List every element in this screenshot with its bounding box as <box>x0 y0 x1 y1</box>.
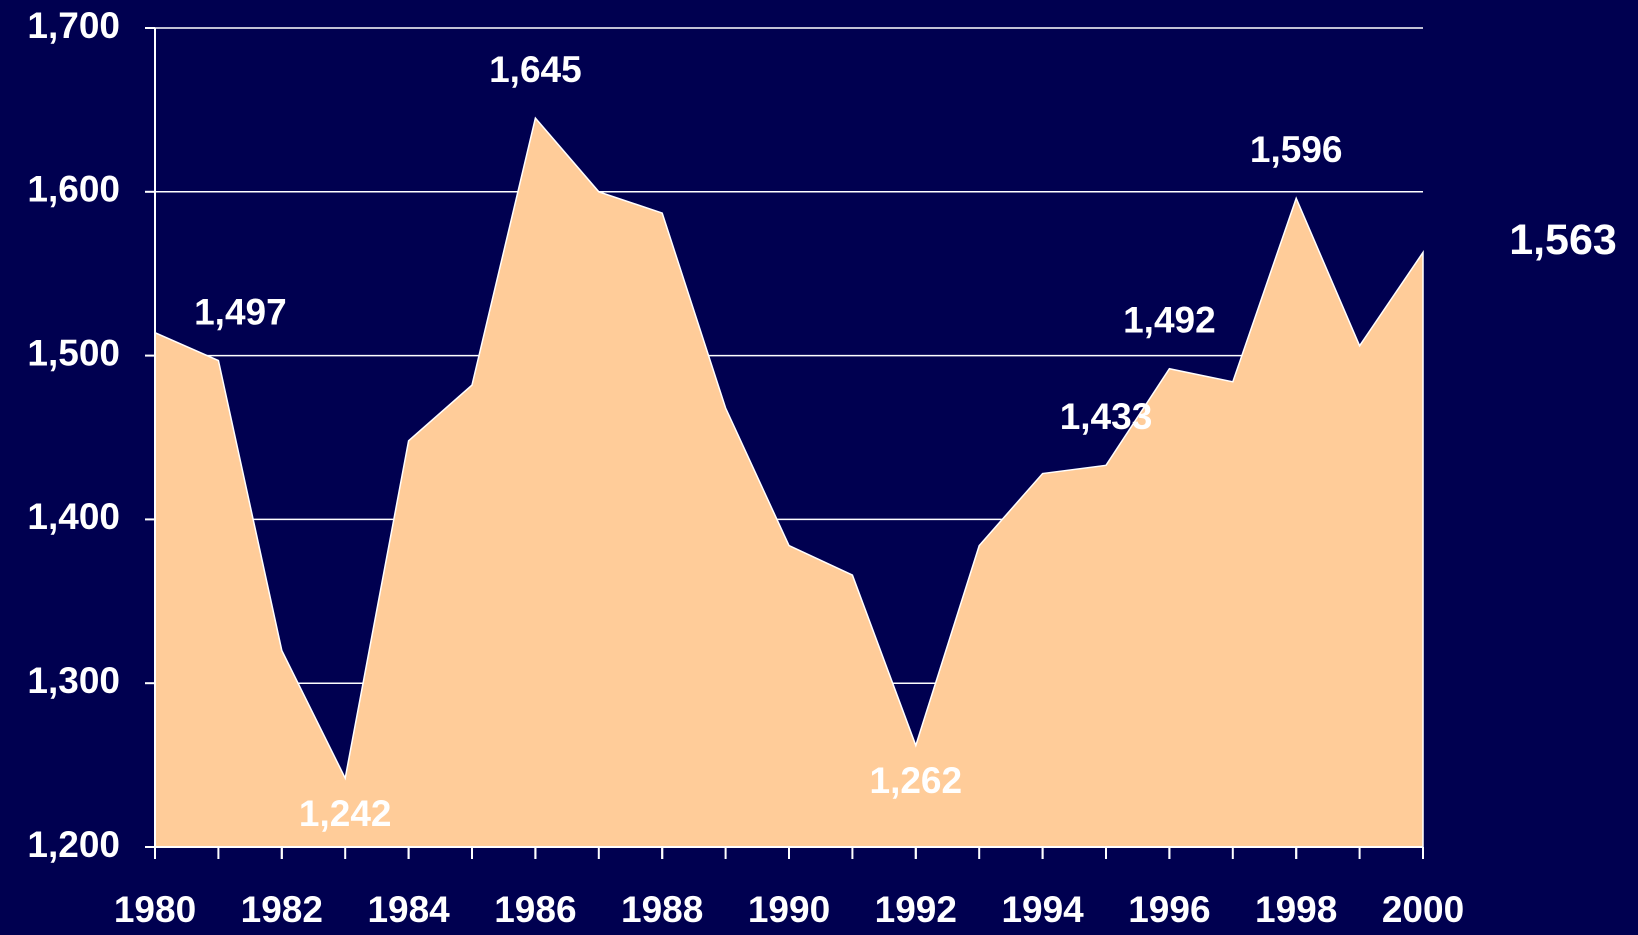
x-tick-label: 1982 <box>241 889 323 930</box>
y-tick-label: 1,200 <box>27 824 120 865</box>
data-label: 1,262 <box>870 760 963 801</box>
x-tick-label: 1994 <box>1001 889 1084 930</box>
y-tick-label: 1,700 <box>27 5 120 46</box>
x-tick-label: 1990 <box>748 889 830 930</box>
x-tick-label: 1986 <box>494 889 576 930</box>
x-tick-label: 1992 <box>875 889 957 930</box>
data-label: 1,596 <box>1250 129 1343 170</box>
x-tick-label: 1998 <box>1255 889 1337 930</box>
y-tick-label: 1,300 <box>27 660 120 701</box>
data-label: 1,242 <box>299 793 392 834</box>
x-tick-label: 2000 <box>1382 889 1464 930</box>
y-tick-label: 1,500 <box>27 332 120 373</box>
area <box>154 116 1424 848</box>
y-tick-label: 1,600 <box>27 169 120 210</box>
data-label: 1,563 <box>1509 216 1617 264</box>
x-tick-label: 1988 <box>621 889 703 930</box>
x-tick-label: 1984 <box>367 889 450 930</box>
x-tick-label: 1980 <box>114 889 196 930</box>
x-tick-label: 1996 <box>1128 889 1210 930</box>
y-tick-label: 1,400 <box>27 496 120 537</box>
data-label: 1,497 <box>194 291 287 332</box>
data-label: 1,433 <box>1060 396 1153 437</box>
data-label: 1,492 <box>1123 299 1216 340</box>
data-label: 1,645 <box>489 49 582 90</box>
